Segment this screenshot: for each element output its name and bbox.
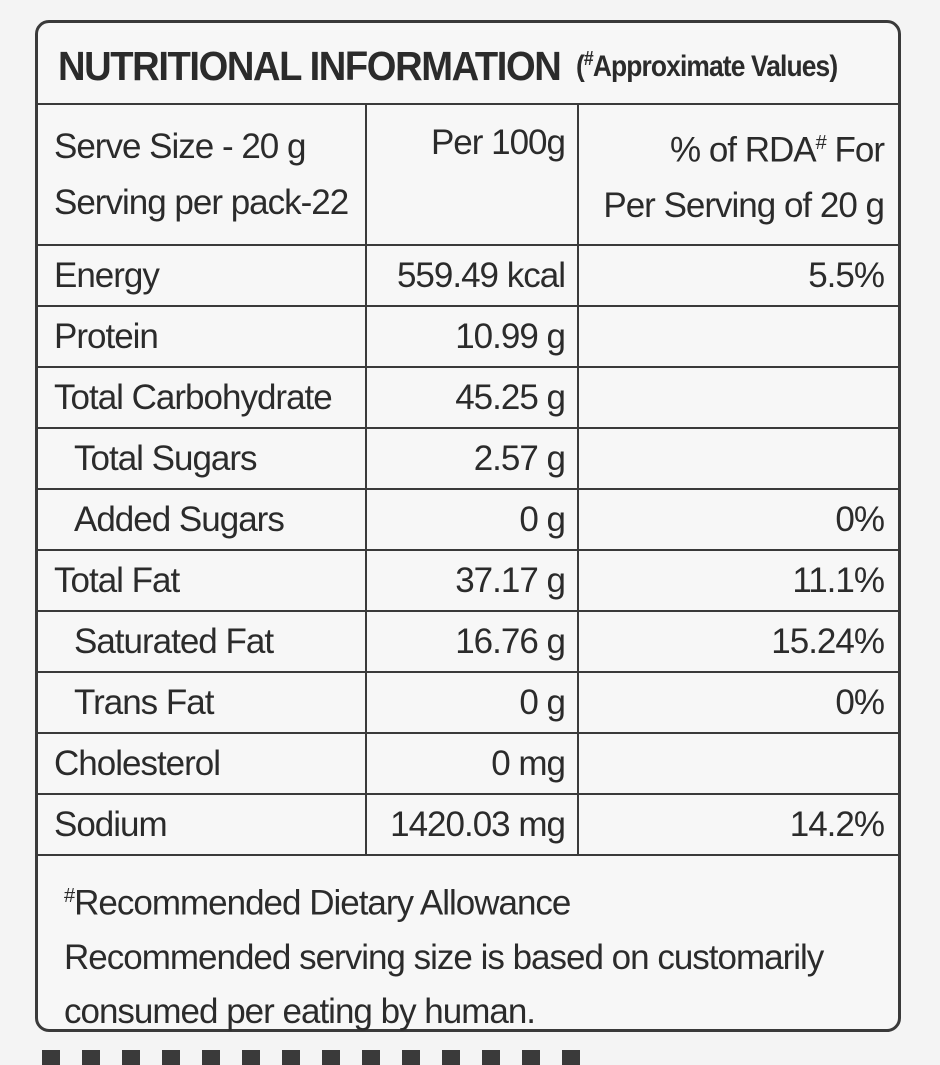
serve-size: Serve Size - 20 g	[54, 126, 306, 166]
table-row: Saturated Fat 16.76 g 15.24%	[38, 611, 898, 673]
nutrient-name: Cholesterol	[38, 733, 367, 795]
per-100g-header: Per 100g	[366, 105, 579, 246]
nutrient-rda: 0%	[578, 672, 898, 734]
table-row: Cholesterol 0 mg	[38, 733, 898, 795]
serving-per-pack: Serving per pack-22	[54, 182, 349, 222]
nutrient-name: Total Carbohydrate	[38, 367, 367, 429]
nutrient-name: Sodium	[38, 794, 367, 856]
nutrient-per-100g: 559.49 kcal	[366, 245, 579, 307]
nutrient-rda: 5.5%	[578, 245, 898, 307]
table-row: Added Sugars 0 g 0%	[38, 489, 898, 551]
serving-note-line-1: Recommended serving size is based on cus…	[64, 937, 824, 977]
rda-definition: #Recommended Dietary Allowance	[64, 883, 571, 923]
nutrient-name: Saturated Fat	[38, 611, 367, 673]
nutrient-rda	[578, 733, 898, 795]
hash-mark: #	[815, 131, 827, 154]
nutrient-name: Added Sugars	[38, 489, 367, 551]
hash-mark: #	[584, 48, 594, 70]
nutrient-per-100g: 0 g	[366, 489, 579, 551]
table-row: Energy 559.49 kcal 5.5%	[38, 245, 898, 307]
table-row: Protein 10.99 g	[38, 306, 898, 368]
nutrient-name: Total Sugars	[38, 428, 367, 490]
nutrient-name: Trans Fat	[38, 672, 367, 734]
table-row: Sodium 1420.03 mg 14.2%	[38, 794, 898, 856]
nutrient-rda: 14.2%	[578, 794, 898, 856]
table-row: Total Carbohydrate 45.25 g	[38, 367, 898, 429]
nutrient-per-100g: 45.25 g	[366, 367, 579, 429]
table-row: Total Fat 37.17 g 11.1%	[38, 550, 898, 612]
nutrient-per-100g: 2.57 g	[366, 428, 579, 490]
nutrient-rda: 0%	[578, 489, 898, 551]
nutrient-per-100g: 37.17 g	[366, 550, 579, 612]
rda-header: % of RDA# For Per Serving of 20 g	[578, 105, 898, 246]
nutrient-name: Protein	[38, 306, 367, 368]
table-header-row: Serve Size - 20 g Serving per pack-22 Pe…	[38, 105, 898, 246]
nutrient-rda	[578, 306, 898, 368]
nutrient-name: Total Fat	[38, 550, 367, 612]
nutrient-per-100g: 0 g	[366, 672, 579, 734]
title-main: NUTRITIONAL INFORMATION	[58, 42, 562, 89]
label-title: NUTRITIONAL INFORMATION (#Approximate Va…	[38, 23, 898, 105]
nutrient-rda: 11.1%	[578, 550, 898, 612]
nutrient-name: Energy	[38, 245, 367, 307]
nutrient-per-100g: 16.76 g	[366, 611, 579, 673]
nutrient-rda: 15.24%	[578, 611, 898, 673]
nutrient-per-100g: 10.99 g	[366, 306, 579, 368]
table-row: Trans Fat 0 g 0%	[38, 672, 898, 734]
nutrition-table: Serve Size - 20 g Serving per pack-22 Pe…	[38, 105, 898, 856]
footnote: #Recommended Dietary Allowance Recommend…	[64, 869, 878, 1039]
nutrient-per-100g: 0 mg	[366, 733, 579, 795]
table-row: Total Sugars 2.57 g	[38, 428, 898, 490]
nutrient-rda	[578, 367, 898, 429]
cut-off-printed-text	[42, 1050, 602, 1065]
nutrient-rda	[578, 428, 898, 490]
title-approximate-note: (#Approximate Values)	[576, 48, 838, 83]
serving-info-cell: Serve Size - 20 g Serving per pack-22	[38, 105, 367, 246]
serving-note-line-2: consumed per eating by human.	[64, 991, 536, 1031]
nutrition-label: NUTRITIONAL INFORMATION (#Approximate Va…	[35, 20, 901, 1032]
nutrient-per-100g: 1420.03 mg	[366, 794, 579, 856]
hash-mark: #	[64, 885, 75, 907]
